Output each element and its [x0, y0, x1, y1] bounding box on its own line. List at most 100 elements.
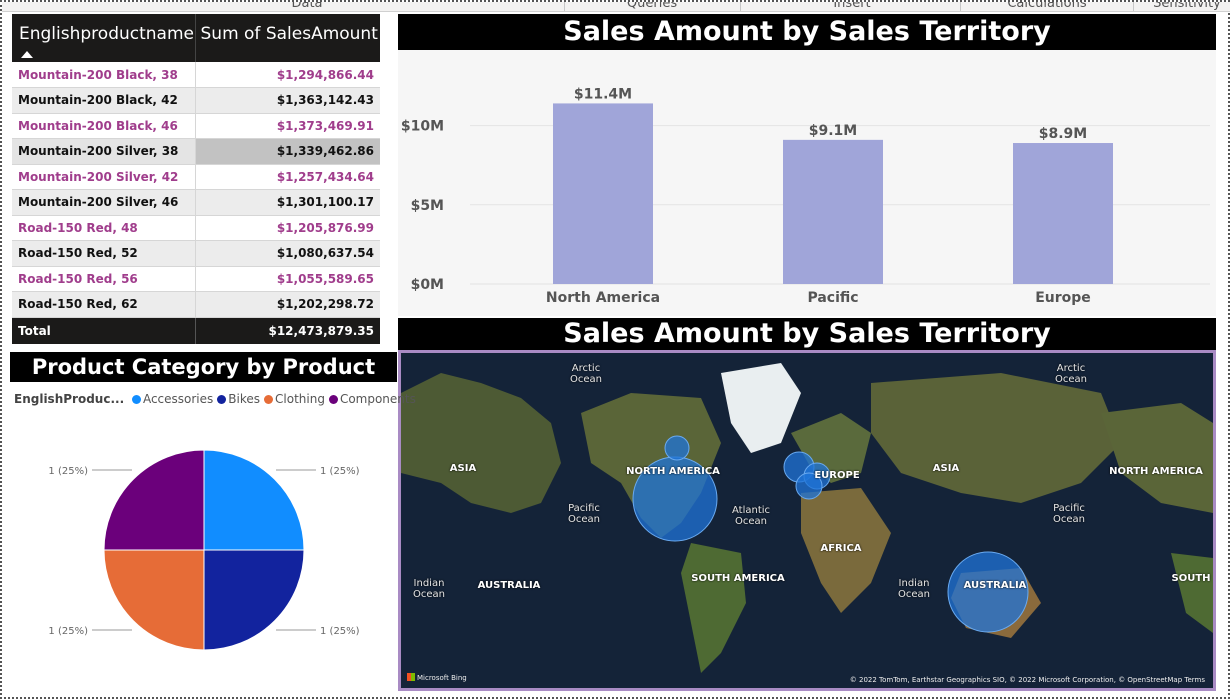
sales-amount-cell: $1,373,469.91 [194, 113, 380, 139]
legend-item-clothing[interactable]: Clothing [275, 392, 325, 406]
map-title: Sales Amount by Sales Territory [398, 318, 1216, 350]
map-label: SOUTH AMERICA [691, 573, 785, 584]
table-row[interactable]: Road-150 Red, 48 $1,205,876.99 [12, 215, 380, 241]
legend-item-bikes[interactable]: Bikes [228, 392, 261, 406]
total-row: Total $12,473,879.35 [12, 317, 380, 344]
product-name-cell: Mountain-200 Black, 38 [12, 62, 195, 88]
map-label: Atlantic Ocean [731, 505, 771, 527]
legend-item-accessories[interactable]: Accessories [142, 392, 214, 406]
map-label: NORTH AMERICA [1109, 466, 1203, 477]
sales-table: Englishproductname Sum of SalesAmount Mo… [12, 14, 380, 344]
product-name-cell: Mountain-200 Silver, 38 [12, 138, 195, 165]
world-map-terrain [401, 353, 1213, 688]
pie-legend-title: EnglishProduc... [14, 392, 125, 406]
bar-north-america[interactable] [553, 103, 653, 284]
map-label: ASIA [932, 463, 960, 474]
map-label: Indian Ocean [898, 578, 930, 600]
product-name-cell: Road-150 Red, 52 [12, 240, 195, 267]
table-row[interactable]: Road-150 Red, 52 $1,080,637.54 [12, 240, 380, 267]
legend-dot [264, 395, 274, 404]
map-label: Arctic Ocean [1055, 363, 1087, 385]
map-bubble-australia[interactable] [947, 551, 1029, 633]
pie-chart-visual[interactable]: Product Category by Product Name English… [10, 352, 416, 689]
ribbon-separator [960, 2, 961, 11]
map-label: AFRICA [820, 543, 862, 554]
pie-chart-title: Product Category by Product Name [10, 352, 397, 409]
sales-amount-cell: $1,205,876.99 [194, 215, 380, 241]
pie-legend: EnglishProduc... Accessories Bikes Clothin… [14, 392, 416, 406]
pie-slice-accessories[interactable] [203, 449, 305, 551]
sales-amount-cell: $1,363,142.43 [194, 87, 380, 114]
x-tick-label: Europe [1035, 290, 1091, 306]
legend-dot [217, 395, 227, 404]
x-tick-label: Pacific [807, 290, 858, 306]
legend-item-components[interactable]: Components [339, 392, 416, 406]
product-name-cell: Mountain-200 Silver, 46 [12, 189, 195, 216]
map-label: Indian Ocean [413, 578, 445, 600]
ribbon-tab-queries[interactable]: Queries [626, 2, 678, 11]
y-tick-label: $5M [411, 198, 444, 214]
bar-chart-plot-area: $0M $5M $10M $11.4M North America $9.1M Pacifi… [398, 50, 1216, 316]
total-label: Total [12, 317, 195, 344]
map-label: Pacific Ocean [568, 503, 600, 525]
map-label: NORTH AMERICA [626, 466, 720, 477]
product-name-cell: Road-150 Red, 56 [12, 266, 195, 292]
map-visual[interactable]: Sales Amount by Sales Territory [398, 318, 1216, 691]
sales-amount-cell: $1,301,100.17 [194, 189, 380, 216]
table-row[interactable]: Mountain-200 Silver, 38 $1,339,462.86 [12, 138, 380, 165]
x-tick-label: North America [546, 290, 660, 306]
ribbon-bar: Data Queries Insert Calculations Sensiti… [2, 2, 1230, 12]
sales-amount-cell: $1,294,866.44 [194, 62, 380, 88]
bar-pacific[interactable] [783, 139, 883, 284]
sales-amount-cell: $1,257,434.64 [194, 164, 380, 190]
pie-data-label: 1 (25%) [48, 626, 88, 637]
ribbon-separator [1133, 2, 1134, 11]
pie-data-label: 1 (25%) [48, 466, 88, 477]
sales-table-visual[interactable]: Englishproductname Sum of SalesAmount Mo… [12, 14, 380, 344]
ribbon-tab-sensitivity[interactable]: Sensitivity [1153, 2, 1221, 11]
pie-slice-clothing[interactable] [103, 549, 205, 651]
table-row[interactable]: Mountain-200 Black, 38 $1,294,866.44 [12, 62, 380, 88]
sales-amount-cell: $1,339,462.86 [194, 138, 380, 165]
column-header-product[interactable]: Englishproductname [12, 14, 196, 62]
map-label: SOUTH [1171, 573, 1211, 584]
table-row[interactable]: Road-150 Red, 62 $1,202,298.72 [12, 291, 380, 318]
pie-chart-svg: 1 (25%) 1 (25%) 1 (25%) 1 (25%) [48, 449, 360, 651]
column-header-sales[interactable]: Sum of SalesAmount [200, 24, 378, 44]
bar-europe[interactable] [1013, 143, 1113, 284]
world-map[interactable]: Arctic Ocean Arctic Ocean ASIA NORTH AMERICA E… [398, 350, 1216, 691]
ribbon-tab-data[interactable]: Data [291, 2, 323, 11]
map-bubble-france[interactable] [795, 472, 823, 500]
bar-data-label: $9.1M [809, 123, 857, 139]
bar-data-label: $8.9M [1039, 126, 1087, 142]
ribbon-separator [564, 2, 565, 11]
sort-ascending-icon[interactable] [21, 51, 33, 58]
product-name-cell: Mountain-200 Black, 46 [12, 113, 195, 139]
pie-slice-bikes[interactable] [203, 549, 305, 651]
map-bubble-canada[interactable] [664, 435, 690, 461]
legend-dot [328, 395, 338, 404]
table-row[interactable]: Mountain-200 Silver, 46 $1,301,100.17 [12, 189, 380, 216]
product-name-cell: Mountain-200 Black, 42 [12, 87, 195, 114]
map-attribution[interactable]: © 2022 TomTom, Earthstar Geographics SIO… [849, 676, 1205, 684]
table-row[interactable]: Mountain-200 Black, 46 $1,373,469.91 [12, 113, 380, 139]
ribbon-tab-calculations[interactable]: Calculations [1007, 2, 1087, 11]
pie-slice-components[interactable] [103, 449, 205, 551]
table-row[interactable]: Road-150 Red, 56 $1,055,589.65 [12, 266, 380, 292]
ribbon-tab-insert[interactable]: Insert [833, 2, 871, 11]
bar-chart-visual[interactable]: Sales Amount by Sales Territory $0M $5M $1… [398, 14, 1216, 316]
map-label: AUSTRALIA [963, 580, 1027, 591]
product-name-cell: Mountain-200 Silver, 42 [12, 164, 195, 190]
product-name-cell: Road-150 Red, 48 [12, 215, 195, 241]
table-row[interactable]: Mountain-200 Silver, 42 $1,257,434.64 [12, 164, 380, 190]
microsoft-bing-logo: Microsoft Bing [407, 673, 467, 682]
sales-amount-cell: $1,080,637.54 [194, 240, 380, 267]
sales-amount-cell: $1,055,589.65 [194, 266, 380, 292]
map-label: EUROPE [814, 470, 860, 481]
map-label: Arctic Ocean [570, 363, 602, 385]
table-row[interactable]: Mountain-200 Black, 42 $1,363,142.43 [12, 87, 380, 114]
sales-amount-cell: $1,202,298.72 [194, 291, 380, 318]
ribbon-separator [740, 2, 741, 11]
legend-dot [131, 395, 141, 404]
